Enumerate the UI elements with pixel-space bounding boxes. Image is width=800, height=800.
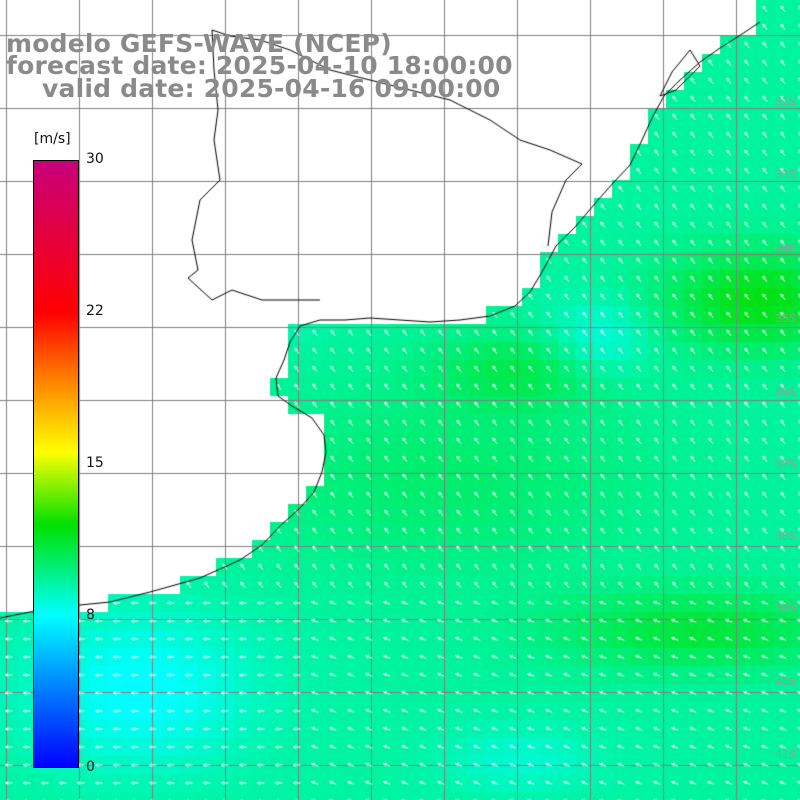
- lat-label-35s: 35S: [775, 312, 796, 325]
- lat-label-32s: 32S: [775, 95, 796, 108]
- colorbar-tick-22: 22: [86, 303, 104, 319]
- colorbar-tick-0: 0: [86, 759, 95, 775]
- forecast-date: forecast date: 2025-04-10 18:00:00: [6, 51, 513, 80]
- lat-label-41s: 41S: [775, 748, 796, 761]
- colorbar-tick-15: 15: [86, 455, 104, 471]
- valid-date: valid date: 2025-04-16 09:00:00: [42, 74, 501, 103]
- colorbar-unit: [m/s]: [34, 131, 71, 147]
- lat-label-39s: 39S: [775, 602, 796, 615]
- colorbar-tick-30: 30: [86, 151, 104, 167]
- lat-label-36s: 36S: [775, 385, 796, 398]
- lat-label-38s: 38S: [775, 530, 796, 543]
- lat-label-33s: 33S: [775, 168, 796, 181]
- lat-label-34s: 34S: [775, 241, 796, 254]
- colorbar-tick-8: 8: [86, 607, 95, 623]
- colorbar: [33, 160, 79, 768]
- lat-label-37s: 37S: [775, 458, 796, 471]
- lat-label-40s: 40S: [775, 675, 796, 688]
- model-title: modelo GEFS-WAVE (NCEP): [6, 29, 392, 58]
